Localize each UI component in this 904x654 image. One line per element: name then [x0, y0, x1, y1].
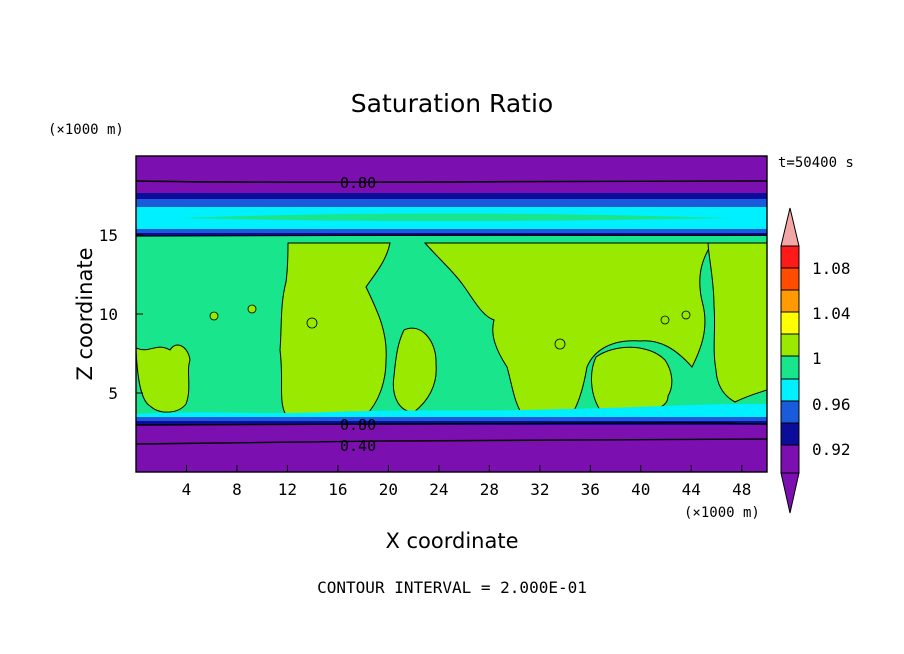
top-navy-band [136, 193, 767, 199]
lower-blue-speckles [136, 417, 767, 421]
lower-cyan-speckles [136, 403, 767, 417]
colorbar-bottom-arrow [780, 472, 800, 514]
contour-label-middle: 0.80 [340, 416, 376, 434]
colorbar-segment [780, 267, 800, 291]
x-tick-label: 20 [379, 480, 398, 499]
colorbar-label: 1 [812, 349, 822, 368]
cloud-west-tower [279, 242, 391, 416]
contour-mid-line [136, 234, 767, 237]
upper-navy-band [136, 233, 767, 236]
contour-label-top: 0.80 [340, 174, 376, 192]
speck-5 [660, 315, 670, 325]
x-axis-unit: (×1000 m) [684, 505, 760, 521]
plot-area [136, 156, 767, 472]
colorbar-segment [780, 245, 800, 269]
colorbar-top-arrow [780, 207, 800, 247]
cloud-left-lower [136, 344, 191, 413]
y-tick-label: 15 [99, 226, 118, 245]
x-tick-label: 36 [581, 480, 600, 499]
colorbar-segment [780, 355, 800, 380]
cloud-far-east [707, 242, 767, 403]
x-ticks: 4 8 12 16 20 24 28 32 36 40 44 48 [182, 465, 751, 499]
contour-label-bottom: 0.40 [340, 437, 376, 455]
speck-2 [247, 304, 257, 314]
y-tick-label: 10 [99, 305, 118, 324]
x-tick-label: 40 [631, 480, 650, 499]
colorbar-label: 1.04 [812, 304, 851, 323]
x-axis-label: X coordinate [385, 529, 518, 553]
contour-bottom-040 [136, 438, 767, 445]
y-axis-unit: (×1000 m) [48, 122, 124, 138]
upper-blue-band [136, 229, 767, 233]
colorbar-segment [780, 444, 800, 474]
contour-bottom-080 [136, 422, 767, 426]
x-tick-label: 8 [232, 480, 242, 499]
y-tick-label: 5 [108, 384, 118, 403]
x-tick-label: 24 [429, 480, 448, 499]
colorbar-label: 0.96 [812, 395, 851, 414]
lower-navy-band [136, 421, 767, 425]
contour-top-080 [136, 180, 767, 183]
x-tick-label: 12 [278, 480, 297, 499]
x-tick-label: 28 [480, 480, 499, 499]
x-tick-label: 48 [732, 480, 751, 499]
cloud-east-lower [591, 346, 673, 411]
speck-4 [554, 338, 566, 350]
y-axis-label: Z coordinate [73, 247, 97, 380]
x-tick-label: 32 [530, 480, 549, 499]
chart-title: Saturation Ratio [351, 89, 553, 118]
cloud-east-anvil [423, 242, 713, 418]
x-tick-label: 44 [682, 480, 701, 499]
x-tick-label: 4 [182, 480, 192, 499]
top-purple-band [136, 156, 767, 193]
colorbar-segment [780, 378, 800, 402]
speck-6 [681, 310, 691, 320]
top-blue-band [136, 199, 767, 207]
colorbar: 1.08 1.04 1 0.96 0.92 [780, 207, 851, 514]
top-mint-lens [180, 213, 730, 221]
x-tick-label: 16 [328, 480, 347, 499]
time-label: t=50400 s [778, 155, 854, 171]
speck-1 [209, 311, 219, 321]
colorbar-segment [780, 333, 800, 357]
colorbar-segment [780, 422, 800, 446]
bottom-purple-layer [136, 425, 767, 472]
colorbar-segment [780, 311, 800, 335]
y-ticks: 5 10 15 [99, 226, 143, 403]
colorbar-segment [780, 289, 800, 313]
colorbar-segment [780, 400, 800, 424]
colorbar-label: 1.08 [812, 259, 851, 278]
colorbar-label: 0.92 [812, 440, 851, 459]
contour-interval: CONTOUR INTERVAL = 2.000E-01 [317, 578, 587, 597]
speck-3 [306, 317, 318, 329]
